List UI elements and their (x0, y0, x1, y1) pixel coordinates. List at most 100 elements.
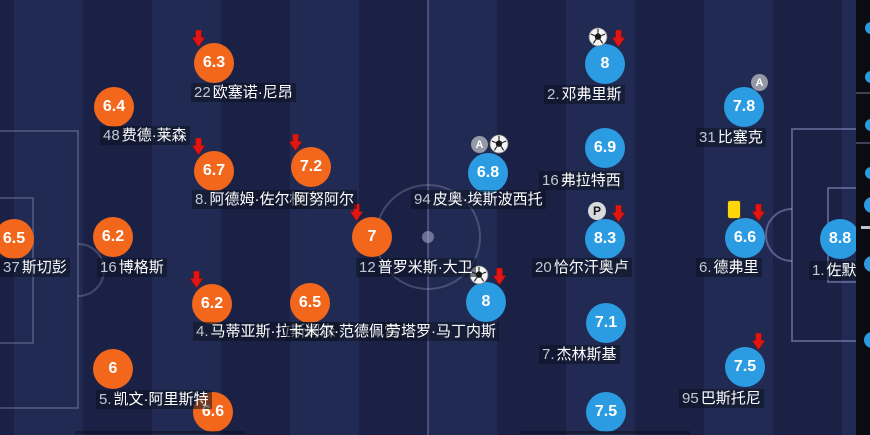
player-number: 5. (99, 391, 112, 408)
player-name-label[interactable]: 37 斯切彭 (0, 258, 70, 277)
rating-down-arrow-icon (751, 332, 766, 355)
rating-down-arrow-icon (751, 203, 766, 226)
player-number: 1. (812, 262, 825, 279)
player-name-label[interactable]: 16 博格斯 (97, 258, 167, 277)
player-marker[interactable]: P 8.3 (585, 202, 626, 259)
player-marker[interactable]: 6.2 (189, 270, 232, 324)
player-marker[interactable]: 6.5 (0, 219, 34, 259)
player-name-label[interactable]: 1. 佐默 (809, 261, 860, 280)
player-name: 佐默 (826, 262, 857, 279)
player-name-label[interactable]: 95 巴斯托尼 (679, 389, 764, 408)
player-marker[interactable]: 6.2 (93, 217, 133, 257)
player-name: 邓弗里斯 (561, 86, 622, 103)
assist-icon: A (751, 74, 768, 91)
player-marker[interactable]: 6.5 (290, 283, 330, 323)
rating-badge: 6 (93, 349, 133, 389)
player-marker[interactable]: 6.7 (191, 137, 234, 191)
player-name: 比塞克 (717, 129, 763, 146)
rating-badge: 6.9 (585, 128, 625, 168)
player-marker[interactable]: 7.2 (288, 133, 331, 187)
rating-down-arrow-icon (288, 133, 303, 156)
player-name-label[interactable]: 8. 阿德姆·佐尔根 (192, 190, 308, 209)
player-name-label[interactable] (520, 431, 690, 434)
player-name-label[interactable]: 5. 凯文·阿里斯特 (96, 390, 212, 409)
rating-badge: 6.5 (290, 283, 330, 323)
goal-icon (489, 134, 509, 154)
penalty-icon: P (588, 202, 606, 220)
player-marker[interactable]: A 7.8 (724, 74, 768, 127)
rating-down-arrow-icon (349, 203, 364, 226)
player-name: 恰尔汗奥卢 (553, 259, 629, 276)
player-name-label[interactable]: 22 欧塞诺·尼昂 (191, 83, 296, 102)
player-name-label[interactable]: 16 弗拉特西 (539, 171, 624, 190)
rating-badge: 8 (466, 282, 506, 322)
player-name: 弗拉特西 (560, 172, 621, 189)
player-marker[interactable]: 7.5 (725, 332, 766, 387)
player-marker[interactable]: A 6.8 (468, 134, 509, 193)
player-name: 卡米尔·范德佩雷 (289, 323, 399, 340)
rating-badge: 7.2 (291, 147, 331, 187)
player-marker[interactable]: 6.6 (725, 201, 766, 258)
player-number: 94 (414, 191, 431, 208)
cutoff-item (864, 332, 870, 348)
player-name-label[interactable]: 劳塔罗·马丁内斯 (383, 322, 499, 341)
cutoff-item (865, 167, 870, 179)
rating-badge: 7.5 (725, 347, 765, 387)
edge-dash (861, 226, 870, 229)
player-name: 劳塔罗·马丁内斯 (386, 323, 496, 340)
player-marker[interactable]: 7.5 (586, 392, 626, 432)
player-name: 皮奥·埃斯波西托 (432, 191, 543, 208)
player-name-label[interactable]: 卡米尔·范德佩雷 (286, 322, 402, 341)
player-name: 凯文·阿里斯特 (113, 391, 209, 408)
player-name-label[interactable]: 94 皮奥·埃斯波西托 (411, 190, 546, 209)
player-name-label[interactable]: 20 恰尔汗奥卢 (532, 258, 632, 277)
right-edge-cutoff-panel (856, 0, 870, 435)
rating-badge: 7.8 (724, 87, 764, 127)
player-name: 巴斯托尼 (700, 390, 761, 407)
rating-down-arrow-icon (191, 137, 206, 160)
edge-divider (856, 142, 870, 144)
rating-badge: 8.8 (820, 219, 860, 259)
player-name-label[interactable]: 7. 杰林斯基 (539, 345, 620, 364)
rating-badge: 7.1 (586, 303, 626, 343)
rating-badge: 7.5 (586, 392, 626, 432)
player-name: 阿努阿尔 (294, 191, 355, 208)
rating-down-arrow-icon (492, 267, 507, 290)
rating-badge: 6.7 (194, 151, 234, 191)
rating-down-arrow-icon (611, 29, 626, 52)
player-marker[interactable]: 6.6 (193, 392, 233, 432)
player-name-label[interactable]: 12 普罗米斯·大卫 (356, 258, 476, 277)
player-marker[interactable]: 6 (93, 349, 133, 389)
player-name-label[interactable]: 阿努阿尔 (291, 190, 358, 209)
player-name-label[interactable]: 31 比塞克 (696, 128, 766, 147)
player-marker[interactable]: 8.8 (820, 219, 860, 259)
player-name: 费德·莱森 (121, 127, 187, 144)
rating-down-arrow-icon (191, 29, 206, 52)
cutoff-item (865, 119, 870, 131)
rating-down-arrow-icon (189, 270, 204, 293)
player-name: 博格斯 (118, 259, 164, 276)
player-marker[interactable]: 6.9 (585, 128, 625, 168)
player-marker[interactable]: 8 (585, 27, 626, 84)
player-number: 4. (196, 323, 209, 340)
player-name: 杰林斯基 (556, 346, 617, 363)
player-number: 31 (699, 129, 716, 146)
rating-badge: 8 (585, 44, 625, 84)
player-number: 12 (359, 259, 376, 276)
player-name-label[interactable]: 48 费德·莱森 (100, 126, 190, 145)
player-name-label[interactable]: 2. 邓弗里斯 (544, 85, 625, 104)
player-marker[interactable]: 7.1 (586, 303, 626, 343)
player-marker[interactable]: 8 (466, 265, 507, 322)
player-marker[interactable]: 6.4 (94, 87, 134, 127)
player-marker[interactable]: 7 (349, 203, 392, 257)
rating-badge: 8.3 (585, 219, 625, 259)
player-name-label[interactable]: 6. 德弗里 (696, 258, 762, 277)
goal-icon (588, 27, 608, 47)
rating-badge: 6.6 (193, 392, 233, 432)
player-name-label[interactable] (75, 431, 245, 434)
player-marker[interactable]: 6.3 (191, 29, 234, 83)
rating-badge: 6.4 (94, 87, 134, 127)
player-number: 20 (535, 259, 552, 276)
player-number: 22 (194, 84, 211, 101)
